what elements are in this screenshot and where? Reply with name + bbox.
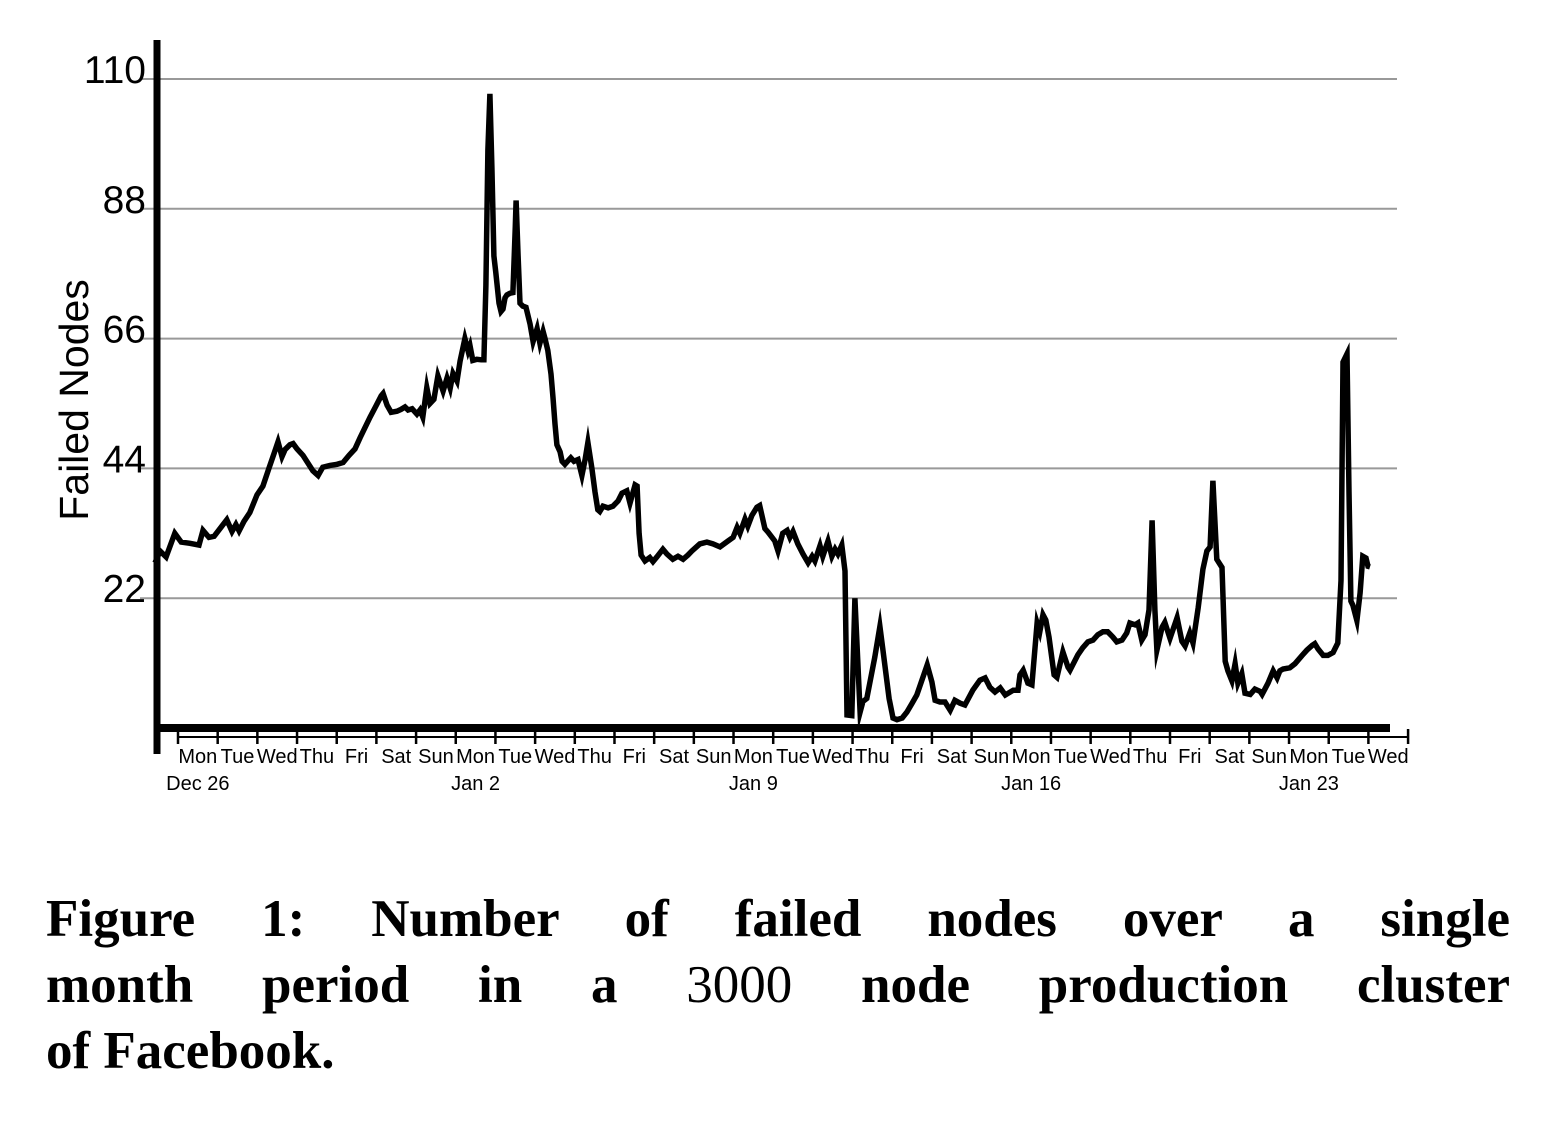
x-day-label: Wed bbox=[1090, 746, 1131, 768]
x-day-label: Tue bbox=[1054, 746, 1088, 768]
x-day-label: Wed bbox=[535, 746, 576, 768]
x-day-label: Mon bbox=[734, 746, 773, 768]
x-day-label: Sun bbox=[696, 746, 732, 768]
x-day-label: Fri bbox=[1178, 746, 1201, 768]
x-day-label: Wed bbox=[812, 746, 853, 768]
figure-caption: Figure 1: Number of failed nodes over a … bbox=[46, 886, 1510, 1084]
x-day-label: Sun bbox=[418, 746, 454, 768]
x-day-label: Sun bbox=[1251, 746, 1287, 768]
x-day-labels: Mon Tue Wed Thu Fri Sat Sun Mon Tue Wed Thu Fri Sat S… bbox=[178, 746, 1408, 768]
x-axis-line bbox=[157, 724, 1390, 732]
x-day-label: Tue bbox=[1332, 746, 1366, 768]
x-day-label: Fri bbox=[345, 746, 368, 768]
y-tick-label: 22 bbox=[103, 568, 146, 611]
x-day-label: Fri bbox=[900, 746, 923, 768]
x-day-label: Thu bbox=[300, 746, 334, 768]
x-day-label: Sat bbox=[937, 746, 967, 768]
x-day-label: Tue bbox=[221, 746, 255, 768]
x-tick-marks bbox=[176, 729, 1410, 744]
y-tick-label: 66 bbox=[103, 309, 146, 352]
x-date-label: Jan 9 bbox=[729, 773, 778, 795]
caption-line-2-suffix: node production cluster bbox=[792, 956, 1510, 1014]
caption-line-2: month period in a 3000 node production c… bbox=[46, 952, 1510, 1018]
x-day-label: Sat bbox=[381, 746, 411, 768]
y-tick-label: 110 bbox=[84, 49, 146, 92]
x-day-label: Mon bbox=[178, 746, 217, 768]
x-day-label: Tue bbox=[776, 746, 810, 768]
gridlines bbox=[140, 78, 1397, 600]
caption-line-2-prefix: month period in a bbox=[46, 956, 687, 1014]
x-day-label: Sat bbox=[659, 746, 689, 768]
caption-line-1: Figure 1: Number of failed nodes over a … bbox=[46, 890, 1510, 948]
x-day-label: Mon bbox=[456, 746, 495, 768]
x-day-label: Tue bbox=[498, 746, 532, 768]
x-day-label: Sat bbox=[1215, 746, 1245, 768]
x-day-label: Mon bbox=[1012, 746, 1051, 768]
x-day-label: Mon bbox=[1289, 746, 1328, 768]
y-tick-label: 88 bbox=[103, 179, 146, 222]
x-day-label: Sun bbox=[974, 746, 1010, 768]
x-date-label: Jan 2 bbox=[451, 773, 500, 795]
x-date-label: Jan 16 bbox=[1001, 773, 1061, 795]
y-tick-labels: 22 44 66 88 110 bbox=[84, 49, 146, 611]
y-tick-label: 44 bbox=[103, 438, 146, 481]
x-day-label: Wed bbox=[1368, 746, 1409, 768]
x-date-label: Jan 23 bbox=[1279, 773, 1339, 795]
x-day-label: Thu bbox=[1133, 746, 1167, 768]
x-day-label: Thu bbox=[577, 746, 611, 768]
x-day-label: Fri bbox=[623, 746, 646, 768]
data-line bbox=[152, 93, 1371, 731]
x-date-label: Dec 26 bbox=[166, 773, 229, 795]
caption-line-3: of Facebook. bbox=[46, 1022, 335, 1080]
y-axis-title: Failed Nodes bbox=[51, 279, 97, 521]
x-day-label: Thu bbox=[855, 746, 889, 768]
x-day-label: Wed bbox=[257, 746, 298, 768]
figure-chart-area: 22 44 66 88 110 Failed Nodes Mon Tue Wed Thu Fri… bbox=[51, 40, 1410, 795]
x-date-labels: Dec 26 Jan 2 Jan 9 Jan 16 Jan 23 bbox=[166, 773, 1339, 795]
y-axis-line bbox=[153, 40, 161, 754]
caption-number-3000: 3000 bbox=[686, 956, 793, 1014]
